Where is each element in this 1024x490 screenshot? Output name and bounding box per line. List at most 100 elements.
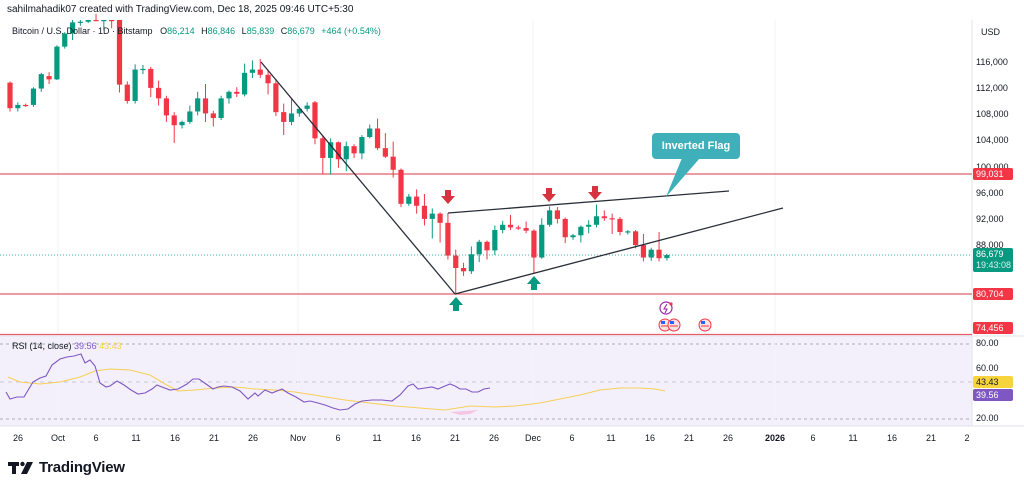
symbol-title[interactable]: Bitcoin / U.S. Dollar · 1D · Bitstamp	[12, 26, 153, 36]
candle[interactable]	[468, 246, 474, 274]
candle[interactable]	[398, 168, 404, 208]
candle[interactable]	[54, 45, 60, 81]
candle[interactable]	[507, 214, 514, 231]
horizontal-levels[interactable]	[0, 173, 972, 336]
candle[interactable]	[140, 64, 146, 75]
candle[interactable]	[656, 231, 662, 262]
candle[interactable]	[601, 210, 607, 221]
candle[interactable]	[648, 247, 654, 261]
candle[interactable]	[476, 239, 482, 263]
rsi-pane-background	[0, 336, 972, 426]
tradingview-logo-icon	[8, 461, 33, 474]
candle[interactable]	[46, 72, 52, 84]
candle[interactable]	[374, 118, 381, 151]
candle[interactable]	[93, 13, 99, 22]
candle[interactable]	[554, 207, 560, 224]
candle[interactable]	[593, 204, 600, 228]
candle[interactable]	[171, 112, 177, 143]
candle[interactable]	[531, 229, 537, 274]
candle[interactable]	[242, 63, 248, 97]
currency-label[interactable]: USD	[980, 27, 1000, 37]
candle[interactable]	[609, 213, 615, 234]
candle[interactable]	[257, 59, 263, 79]
time-tick: 26	[722, 433, 734, 443]
candle[interactable]	[304, 102, 310, 112]
candle[interactable]	[500, 220, 506, 234]
candle[interactable]	[390, 141, 396, 178]
candle[interactable]	[210, 110, 216, 127]
candle[interactable]	[539, 218, 545, 259]
candle[interactable]	[218, 95, 224, 120]
candle[interactable]	[109, 20, 115, 29]
candle[interactable]	[62, 32, 68, 49]
candle[interactable]	[179, 120, 185, 129]
candle[interactable]	[132, 64, 138, 104]
candle[interactable]	[320, 135, 326, 175]
candle[interactable]	[15, 102, 21, 112]
candle[interactable]	[515, 225, 521, 231]
candle[interactable]	[38, 72, 44, 92]
candle[interactable]	[414, 189, 420, 214]
candle[interactable]	[484, 240, 490, 260]
candle[interactable]	[562, 217, 568, 244]
candle[interactable]	[124, 81, 130, 104]
event-markers[interactable]	[658, 301, 712, 332]
candle[interactable]	[69, 20, 76, 41]
candle[interactable]	[437, 212, 443, 243]
candle[interactable]	[367, 124, 373, 139]
candle[interactable]	[77, 20, 83, 26]
candle[interactable]	[30, 87, 37, 107]
candle[interactable]	[351, 144, 357, 158]
candle[interactable]	[265, 69, 271, 95]
candle[interactable]	[445, 212, 451, 260]
candle[interactable]	[570, 233, 576, 240]
candle[interactable]	[7, 81, 13, 112]
candle[interactable]	[195, 91, 201, 116]
candle[interactable]	[453, 249, 459, 295]
candle[interactable]	[148, 66, 154, 98]
candle[interactable]	[382, 133, 388, 158]
candle[interactable]	[460, 262, 467, 276]
candle[interactable]	[312, 100, 318, 145]
symbol-legend[interactable]: Bitcoin / U.S. Dollar · 1D · Bitstamp O8…	[12, 26, 381, 36]
candle[interactable]	[101, 20, 107, 31]
candle[interactable]	[421, 194, 428, 226]
candle[interactable]	[406, 194, 412, 206]
candle[interactable]	[586, 220, 592, 234]
tradingview-logo[interactable]: TradingView	[8, 459, 125, 476]
inverted-flag-callout[interactable]: Inverted Flag	[652, 133, 740, 159]
candle[interactable]	[273, 78, 279, 117]
candle[interactable]	[23, 103, 29, 107]
candle[interactable]	[187, 105, 193, 124]
candle[interactable]	[617, 216, 623, 236]
rsi-legend[interactable]: RSI (14, close) 39.56 43.43	[12, 341, 122, 351]
candle[interactable]	[664, 253, 670, 261]
candle[interactable]	[625, 230, 631, 235]
time-tick: 21	[449, 433, 461, 443]
candle[interactable]	[85, 20, 91, 24]
candle[interactable]	[640, 233, 647, 262]
candle[interactable]	[226, 90, 232, 104]
candle[interactable]	[163, 95, 169, 122]
rsi-title[interactable]: RSI (14, close)	[12, 341, 72, 351]
candle[interactable]	[202, 83, 209, 122]
candle[interactable]	[429, 208, 435, 239]
candle[interactable]	[155, 80, 162, 106]
candle[interactable]	[578, 225, 584, 243]
candle[interactable]	[249, 60, 256, 79]
candlestick-series[interactable]	[7, 13, 670, 295]
candle[interactable]	[288, 99, 295, 126]
price-tick: 112,000	[976, 83, 1008, 93]
candle[interactable]	[343, 141, 349, 172]
candle[interactable]	[633, 230, 639, 249]
candle[interactable]	[116, 20, 123, 93]
candle[interactable]	[281, 103, 287, 136]
candle[interactable]	[234, 87, 240, 98]
candle[interactable]	[359, 135, 365, 160]
candle[interactable]	[546, 206, 553, 227]
candle[interactable]	[523, 221, 529, 234]
candle[interactable]	[492, 225, 498, 255]
time-tick: 21	[925, 433, 937, 443]
trendlines[interactable]	[260, 61, 784, 295]
